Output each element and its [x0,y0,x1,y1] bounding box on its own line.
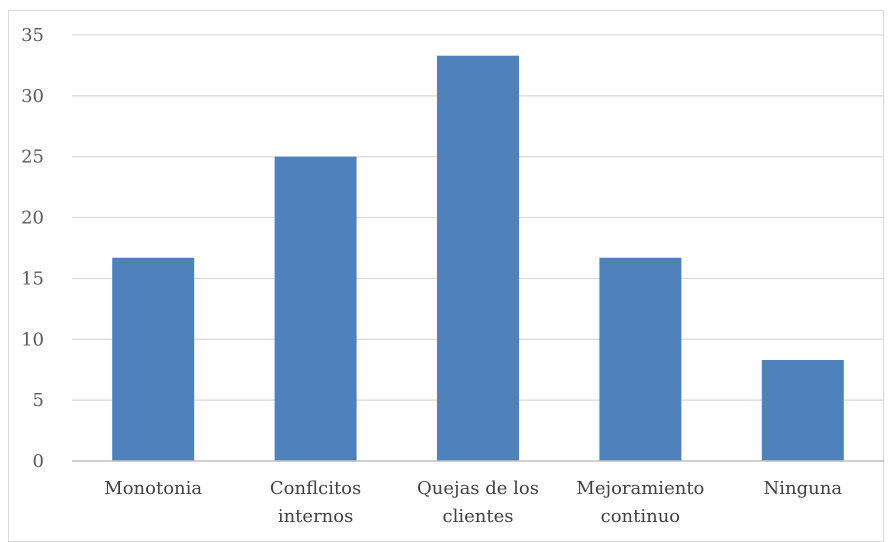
y-tick-label: 35 [21,25,44,46]
bar [112,257,195,461]
bars [112,55,844,461]
x-tick-label: continuo [601,506,681,527]
x-tick-label: Monotonia [104,478,202,499]
bar [761,359,844,461]
x-tick-label: clientes [443,506,514,527]
x-tick-label: internos [278,506,354,527]
x-tick-label: Conflcitos [270,478,361,499]
x-tick-label: Quejas de los [417,478,539,499]
y-tick-label: 20 [21,208,44,229]
y-tick-label: 25 [21,147,44,168]
bar [274,156,357,461]
bar [599,257,682,461]
y-tick-label: 5 [33,390,44,411]
bar [437,55,519,461]
x-tick-label: Mejoramiento [576,478,704,499]
y-tick-label: 30 [21,86,44,107]
y-tick-label: 15 [21,268,44,289]
x-tick-label: Ninguna [764,478,843,499]
y-axis-ticks: 0 5 10 15 20 25 30 35 [21,25,44,472]
y-tick-label: 0 [33,451,44,472]
x-axis-labels: Monotonia Conflcitos internos Quejas de los… [104,478,842,527]
y-tick-label: 10 [21,329,44,350]
